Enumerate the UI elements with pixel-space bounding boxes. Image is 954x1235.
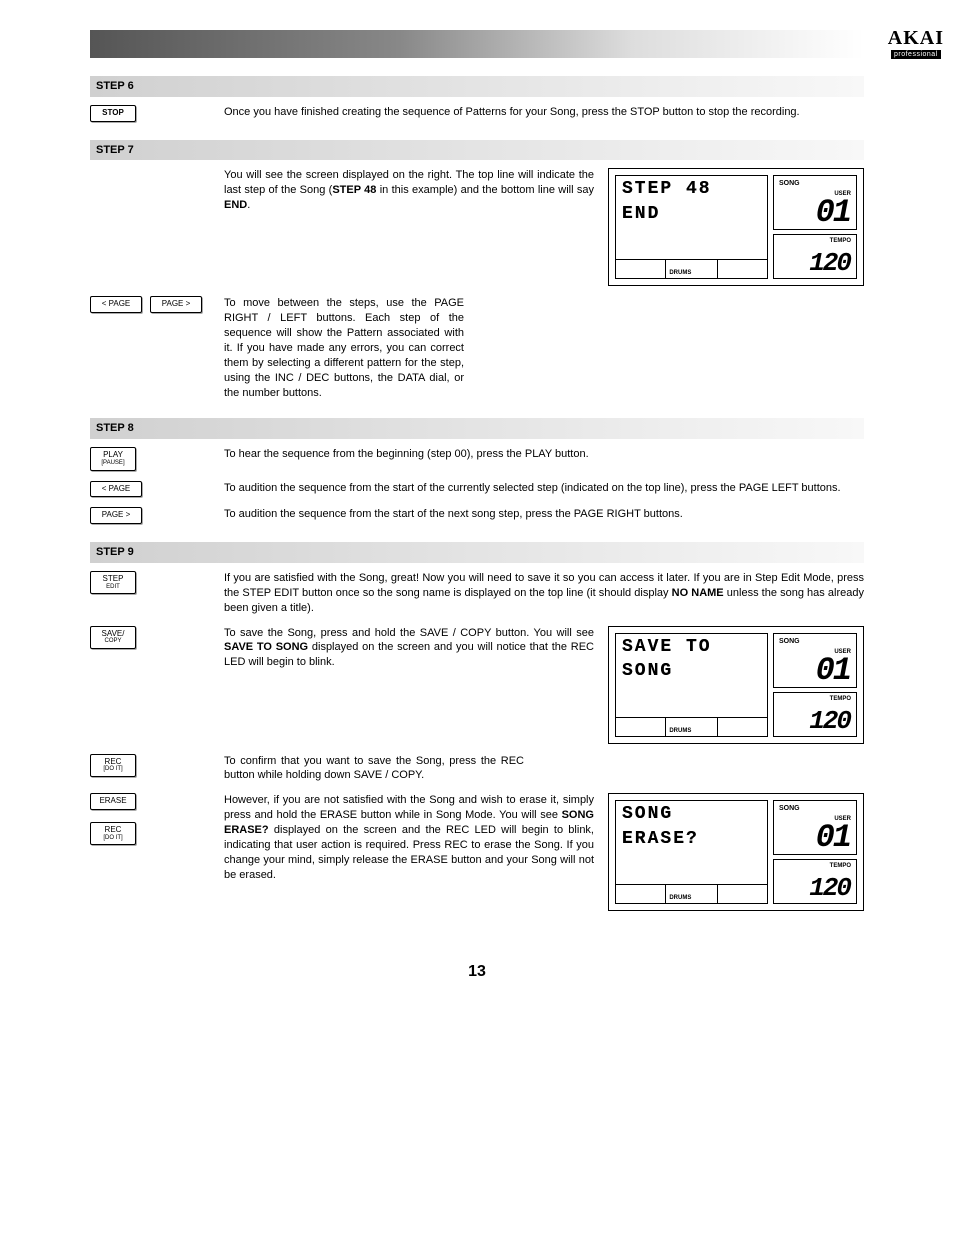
step-9-heading: STEP 9	[90, 542, 864, 563]
brand-logo: AKAI professional	[888, 28, 944, 59]
page-right-button-2[interactable]: PAGE >	[90, 507, 142, 524]
lcd-line2: SONG	[616, 658, 767, 683]
lcd-screen-erase: SONG ERASE? DRUMS SONG USER 01 TEMPO	[608, 793, 864, 911]
lcd-tempo-value: 120	[809, 250, 850, 276]
page-left-button-2[interactable]: < PAGE	[90, 481, 142, 498]
lcd-line1: STEP 48	[616, 176, 767, 201]
page-right-button[interactable]: PAGE >	[150, 296, 202, 313]
rec-button[interactable]: REC [DO IT]	[90, 754, 136, 777]
erase-button[interactable]: ERASE	[90, 793, 136, 810]
step-edit-button[interactable]: STEP EDIT	[90, 571, 136, 594]
step-8-p3: To audition the sequence from the start …	[224, 507, 864, 522]
lcd-line2: END	[616, 201, 767, 226]
lcd-line2: ERASE?	[616, 826, 767, 851]
play-button[interactable]: PLAY [PAUSE]	[90, 447, 136, 470]
lcd-tempo-label: TEMPO	[830, 237, 851, 245]
step-9-p2: To save the Song, press and hold the SAV…	[224, 626, 594, 671]
lcd-drums-label: DRUMS	[666, 260, 717, 279]
step-7-p1: You will see the screen displayed on the…	[224, 168, 594, 213]
step-8-heading: STEP 8	[90, 418, 864, 439]
lcd-song-label: SONG	[779, 179, 800, 188]
step-6-text: Once you have finished creating the sequ…	[224, 105, 864, 120]
lcd-screen-saveto: SAVE TO SONG DRUMS SONG USER 01 TEMPO	[608, 626, 864, 744]
lcd-drums-label: DRUMS	[666, 885, 717, 904]
page-number: 13	[90, 961, 864, 983]
step-9-p3: To confirm that you want to save the Son…	[224, 754, 524, 784]
step-8-p2: To audition the sequence from the start …	[224, 481, 864, 496]
lcd-line1: SONG	[616, 801, 767, 826]
logo-text: AKAI	[888, 28, 944, 48]
step-9-p4: However, if you are not satisfied with t…	[224, 793, 594, 882]
lcd-song-number: 01	[816, 197, 850, 229]
lcd-drums-label: DRUMS	[666, 718, 717, 737]
page-left-button[interactable]: < PAGE	[90, 296, 142, 313]
lcd-screen-step48: STEP 48 END DRUMS SONG USER 01 TEMPO	[608, 168, 864, 286]
lcd-line1: SAVE TO	[616, 634, 767, 659]
step-7-p2: To move between the steps, use the PAGE …	[224, 296, 464, 400]
rec-button-2[interactable]: REC [DO IT]	[90, 822, 136, 845]
step-8-p1: To hear the sequence from the beginning …	[224, 447, 864, 462]
step-6-heading: STEP 6	[90, 76, 864, 97]
step-9-p1: If you are satisfied with the Song, grea…	[224, 571, 864, 616]
step-7-heading: STEP 7	[90, 140, 864, 161]
save-copy-button[interactable]: SAVE/ COPY	[90, 626, 136, 649]
stop-button[interactable]: STOP	[90, 105, 136, 122]
logo-subtext: professional	[891, 50, 941, 59]
